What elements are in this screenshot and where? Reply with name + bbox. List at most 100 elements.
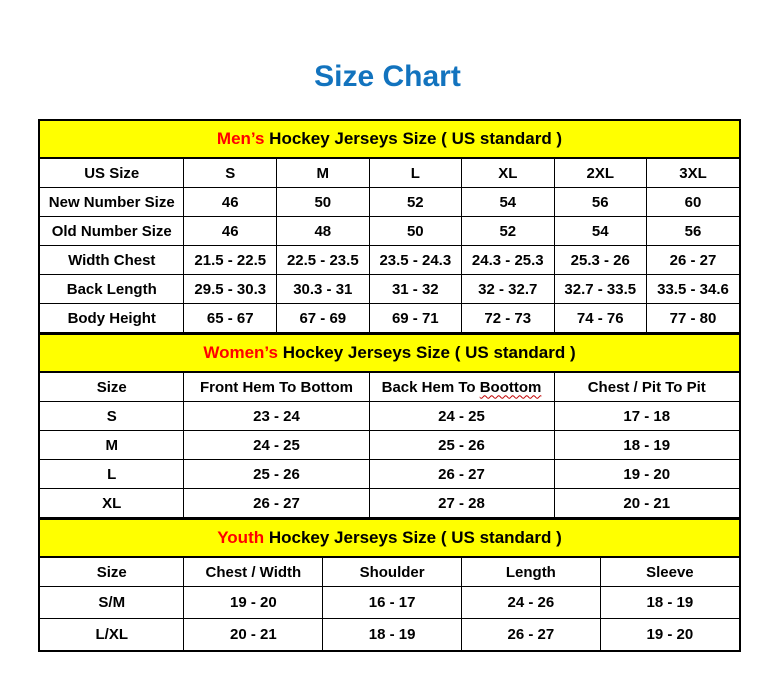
row-label: Body Height — [40, 303, 185, 333]
table-row: L 25 - 26 26 - 27 19 - 20 — [40, 459, 739, 489]
column-header-text: Back Hem To — [381, 378, 480, 396]
table-cell: 24 - 26 — [460, 586, 601, 619]
row-label: New Number Size — [40, 187, 185, 217]
column-header: M — [276, 159, 370, 188]
row-label: S/M — [40, 586, 185, 619]
youth-header-row: Size Chest / Width Shoulder Length Sleev… — [40, 558, 739, 587]
table-cell: 18 - 19 — [553, 430, 739, 460]
womens-header-row: Size Front Hem To Bottom Back Hem To Boo… — [40, 373, 739, 402]
table-cell: 23.5 - 24.3 — [368, 245, 463, 275]
womens-section-header: Women’s Hockey Jerseys Size ( US standar… — [40, 333, 739, 373]
row-label: S — [40, 401, 185, 431]
table-cell: 19 - 20 — [553, 459, 739, 489]
table-cell: 20 - 21 — [183, 618, 324, 650]
table-cell: 33.5 - 34.6 — [645, 274, 739, 304]
table-cell: 27 - 28 — [368, 488, 555, 518]
table-row: S/M 19 - 20 16 - 17 24 - 26 18 - 19 — [40, 586, 739, 619]
table-cell: 74 - 76 — [553, 303, 647, 333]
table-cell: 16 - 17 — [322, 586, 462, 619]
column-header: 2XL — [553, 159, 647, 188]
table-cell: 56 — [645, 216, 739, 246]
youth-section-title: Hockey Jerseys Size ( US standard ) — [264, 528, 562, 547]
table-row: Old Number Size 46 48 50 52 54 56 — [40, 216, 739, 246]
column-header: Chest / Pit To Pit — [553, 373, 739, 402]
column-header: Size — [40, 373, 185, 402]
table-cell: 46 — [183, 187, 278, 217]
youth-size-table: Size Chest / Width Shoulder Length Sleev… — [40, 558, 739, 650]
table-cell: 18 - 19 — [322, 618, 462, 650]
table-cell: 69 - 71 — [368, 303, 463, 333]
page-title: Size Chart — [314, 60, 461, 93]
table-cell: 29.5 - 30.3 — [183, 274, 278, 304]
table-cell: 46 — [183, 216, 278, 246]
table-cell: 52 — [461, 216, 555, 246]
table-cell: 54 — [553, 216, 647, 246]
youth-section-accent: Youth — [217, 528, 265, 547]
table-cell: 26 - 27 — [460, 618, 601, 650]
table-cell: 67 - 69 — [276, 303, 370, 333]
row-label: Old Number Size — [40, 216, 185, 246]
column-header: 3XL — [645, 159, 739, 188]
table-cell: 23 - 24 — [183, 401, 370, 431]
row-label: M — [40, 430, 185, 460]
column-header: XL — [461, 159, 555, 188]
row-label: XL — [40, 488, 185, 518]
mens-section-title: Hockey Jerseys Size ( US standard ) — [264, 129, 563, 148]
table-row: New Number Size 46 50 52 54 56 60 — [40, 187, 739, 217]
table-cell: 24 - 25 — [368, 401, 555, 431]
table-cell: 20 - 21 — [553, 488, 739, 518]
table-cell: 24 - 25 — [183, 430, 370, 460]
misspelled-word-squiggle: Boottom — [479, 378, 542, 396]
table-row: Width Chest 21.5 - 22.5 22.5 - 23.5 23.5… — [40, 245, 739, 275]
table-cell: 31 - 32 — [368, 274, 463, 304]
table-cell: 18 - 19 — [599, 586, 739, 619]
row-label: L — [40, 459, 185, 489]
table-cell: 19 - 20 — [183, 586, 324, 619]
table-cell: 56 — [553, 187, 647, 217]
table-cell: 52 — [368, 187, 463, 217]
column-header: Length — [460, 558, 601, 587]
column-header: Shoulder — [322, 558, 462, 587]
table-cell: 22.5 - 23.5 — [276, 245, 370, 275]
table-cell: 26 - 27 — [368, 459, 555, 489]
table-cell: 32.7 - 33.5 — [553, 274, 647, 304]
table-cell: 50 — [368, 216, 463, 246]
table-cell: 25 - 26 — [183, 459, 370, 489]
mens-section-header: Men’s Hockey Jerseys Size ( US standard … — [40, 121, 739, 159]
table-cell: 65 - 67 — [183, 303, 278, 333]
column-header: Front Hem To Bottom — [183, 373, 370, 402]
table-cell: 50 — [276, 187, 370, 217]
row-label: Back Length — [40, 274, 185, 304]
mens-size-table: US Size S M L XL 2XL 3XL New Number Size… — [40, 159, 739, 333]
table-cell: 19 - 20 — [599, 618, 739, 650]
row-label: L/XL — [40, 618, 185, 650]
womens-size-table: Size Front Hem To Bottom Back Hem To Boo… — [40, 373, 739, 518]
table-cell: 25.3 - 26 — [553, 245, 647, 275]
row-label: Width Chest — [40, 245, 185, 275]
table-cell: 48 — [276, 216, 370, 246]
table-row: M 24 - 25 25 - 26 18 - 19 — [40, 430, 739, 460]
table-row: Back Length 29.5 - 30.3 30.3 - 31 31 - 3… — [40, 274, 739, 304]
table-cell: 24.3 - 25.3 — [461, 245, 555, 275]
table-row: L/XL 20 - 21 18 - 19 26 - 27 19 - 20 — [40, 618, 739, 650]
womens-section-title: Hockey Jerseys Size ( US standard ) — [277, 343, 576, 362]
table-cell: 17 - 18 — [553, 401, 739, 431]
column-header: Chest / Width — [183, 558, 324, 587]
table-cell: 72 - 73 — [461, 303, 555, 333]
column-header: Sleeve — [599, 558, 739, 587]
column-header: L — [368, 159, 463, 188]
table-cell: 26 - 27 — [645, 245, 739, 275]
table-cell: 54 — [461, 187, 555, 217]
size-chart-container: Men’s Hockey Jerseys Size ( US standard … — [38, 119, 741, 652]
table-row: S 23 - 24 24 - 25 17 - 18 — [40, 401, 739, 431]
table-cell: 77 - 80 — [645, 303, 739, 333]
column-header: S — [183, 159, 278, 188]
table-cell: 25 - 26 — [368, 430, 555, 460]
table-row: XL 26 - 27 27 - 28 20 - 21 — [40, 488, 739, 518]
youth-section-header: Youth Hockey Jerseys Size ( US standard … — [40, 518, 739, 558]
table-cell: 32 - 32.7 — [461, 274, 555, 304]
table-cell: 26 - 27 — [183, 488, 370, 518]
mens-header-row: US Size S M L XL 2XL 3XL — [40, 159, 739, 188]
table-cell: 30.3 - 31 — [276, 274, 370, 304]
